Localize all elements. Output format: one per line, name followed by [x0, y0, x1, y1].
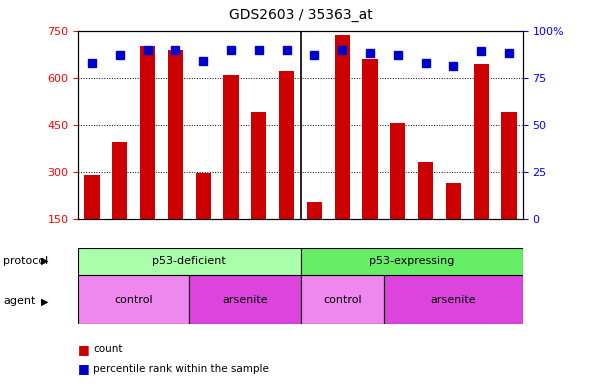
FancyBboxPatch shape [245, 219, 273, 275]
Text: arsenite: arsenite [430, 295, 476, 305]
Text: ■: ■ [78, 362, 90, 375]
Text: p53-expressing: p53-expressing [369, 256, 454, 266]
FancyBboxPatch shape [300, 275, 384, 324]
FancyBboxPatch shape [106, 219, 134, 275]
Bar [501, 112, 517, 219]
Bar [84, 175, 100, 219]
Bar [335, 35, 350, 219]
Text: GSM170255: GSM170255 [421, 222, 430, 272]
Text: GDS2603 / 35363_at: GDS2603 / 35363_at [228, 8, 373, 22]
Text: GSM169494: GSM169494 [115, 222, 124, 272]
Text: ▶: ▶ [41, 256, 48, 266]
Bar [474, 64, 489, 219]
Text: GSM170599: GSM170599 [199, 222, 208, 272]
Bar [279, 71, 294, 219]
FancyBboxPatch shape [134, 219, 162, 275]
FancyBboxPatch shape [217, 219, 245, 275]
Text: GSM169478: GSM169478 [393, 222, 402, 273]
Text: GSM170598: GSM170598 [504, 222, 513, 272]
Bar [168, 50, 183, 219]
Bar [140, 46, 155, 219]
Text: GSM169900: GSM169900 [143, 222, 152, 272]
Text: p53-deficient: p53-deficient [153, 256, 226, 266]
FancyBboxPatch shape [78, 275, 189, 324]
FancyBboxPatch shape [468, 219, 495, 275]
FancyBboxPatch shape [78, 248, 300, 275]
Text: GSM170828: GSM170828 [282, 222, 291, 273]
Bar [418, 162, 433, 219]
FancyBboxPatch shape [384, 275, 523, 324]
FancyBboxPatch shape [328, 219, 356, 275]
Text: GSM170812: GSM170812 [254, 222, 263, 272]
Text: percentile rank within the sample: percentile rank within the sample [93, 364, 269, 374]
FancyBboxPatch shape [78, 219, 106, 275]
Text: GSM170257: GSM170257 [477, 222, 486, 272]
FancyBboxPatch shape [439, 219, 468, 275]
Text: GSM169470: GSM169470 [365, 222, 374, 272]
Text: agent: agent [3, 296, 35, 306]
Bar [362, 59, 377, 219]
Text: control: control [323, 295, 362, 305]
Text: GSM170247: GSM170247 [171, 222, 180, 272]
Text: arsenite: arsenite [222, 295, 267, 305]
Bar [224, 74, 239, 219]
Text: protocol: protocol [3, 256, 48, 266]
FancyBboxPatch shape [189, 219, 217, 275]
Text: GSM170256: GSM170256 [449, 222, 458, 272]
Bar [390, 123, 406, 219]
FancyBboxPatch shape [356, 219, 384, 275]
FancyBboxPatch shape [495, 219, 523, 275]
Text: ▶: ▶ [41, 296, 48, 306]
FancyBboxPatch shape [162, 219, 189, 275]
Bar [195, 174, 211, 219]
Text: GSM169468: GSM169468 [310, 222, 319, 273]
Text: GSM170714: GSM170714 [227, 222, 236, 272]
Bar [307, 202, 322, 219]
Bar [251, 112, 266, 219]
Text: ■: ■ [78, 343, 90, 356]
FancyBboxPatch shape [384, 219, 412, 275]
Bar [446, 183, 461, 219]
FancyBboxPatch shape [412, 219, 439, 275]
Bar [112, 142, 127, 219]
FancyBboxPatch shape [273, 219, 300, 275]
FancyBboxPatch shape [189, 275, 300, 324]
FancyBboxPatch shape [300, 248, 523, 275]
Text: count: count [93, 344, 123, 354]
Text: GSM169493: GSM169493 [88, 222, 97, 272]
Text: GSM169469: GSM169469 [338, 222, 347, 272]
FancyBboxPatch shape [300, 219, 328, 275]
Text: control: control [114, 295, 153, 305]
